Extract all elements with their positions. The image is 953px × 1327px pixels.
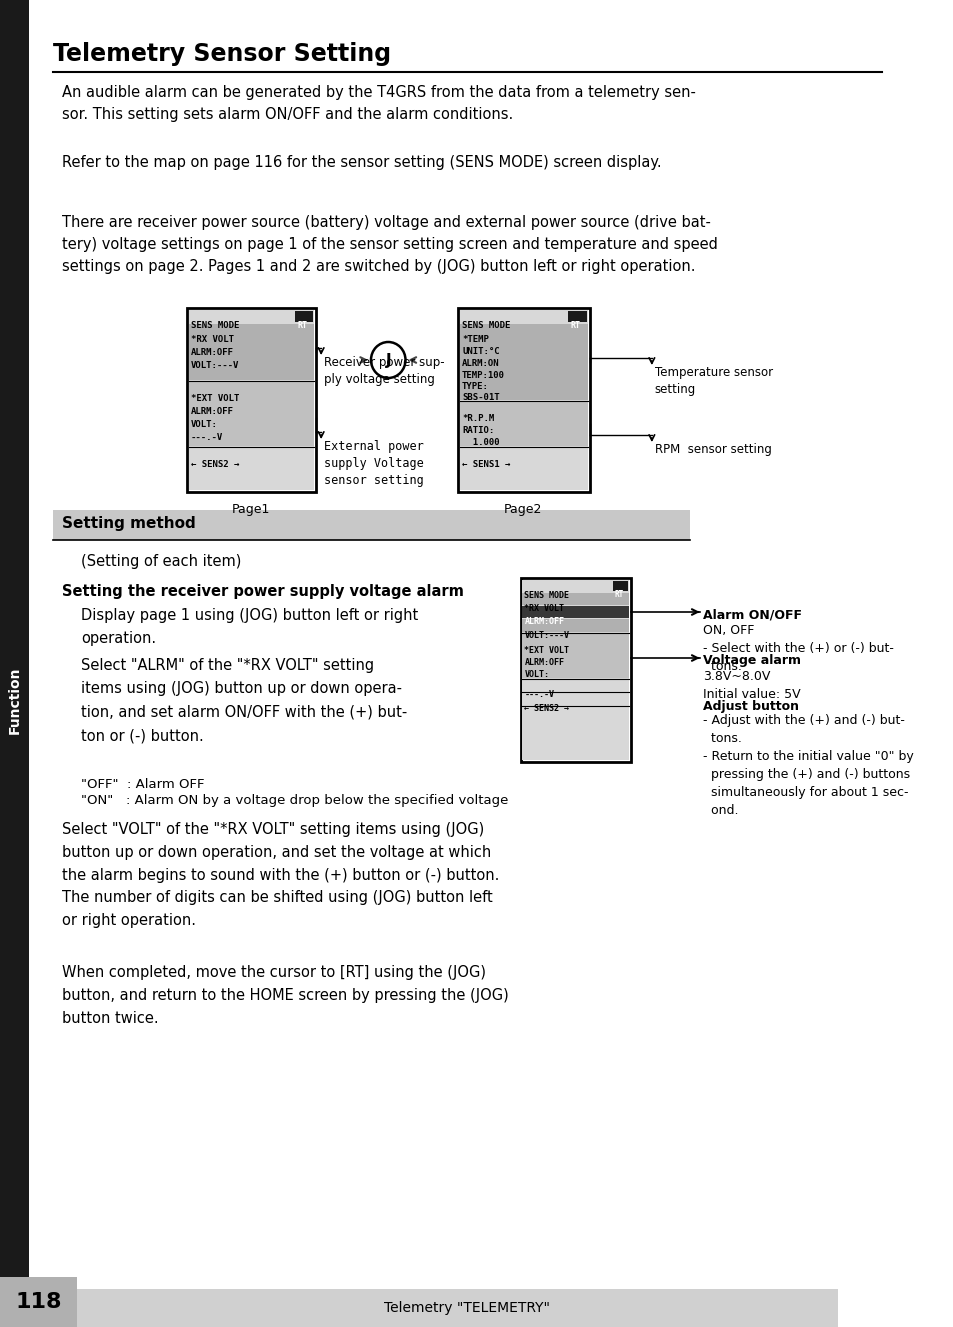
Text: ALRM:ON: ALRM:ON (461, 360, 499, 368)
Text: ON, OFF
- Select with the (+) or (-) but-
  tons.: ON, OFF - Select with the (+) or (-) but… (702, 624, 893, 673)
Text: *RX VOLT: *RX VOLT (524, 604, 564, 613)
Text: Display page 1 using (JOG) button left or right
operation.: Display page 1 using (JOG) button left o… (81, 608, 418, 646)
Text: RATIO:: RATIO: (461, 426, 494, 435)
Text: There are receiver power source (battery) voltage and external power source (dri: There are receiver power source (battery… (62, 215, 718, 275)
Bar (459, 402, 587, 446)
Text: ALRM:OFF: ALRM:OFF (524, 617, 564, 626)
Text: Receiver power sup-
ply voltage setting: Receiver power sup- ply voltage setting (324, 356, 444, 386)
Text: *R.P.M: *R.P.M (461, 414, 494, 423)
Text: VOLT:---V: VOLT:---V (191, 361, 239, 370)
Text: VOLT:: VOLT: (191, 421, 217, 429)
Text: - Adjust with the (+) and (-) but-
  tons.
- Return to the initial value "0" by
: - Adjust with the (+) and (-) but- tons.… (702, 714, 912, 817)
Text: Function: Function (8, 666, 21, 734)
Text: Voltage alarm: Voltage alarm (702, 654, 800, 667)
Text: When completed, move the cursor to [RT] using the (JOG)
button, and return to th: When completed, move the cursor to [RT] … (62, 965, 509, 1026)
Text: Alarm ON/OFF: Alarm ON/OFF (702, 608, 801, 621)
Text: TEMP:100: TEMP:100 (461, 372, 504, 380)
Text: J: J (385, 353, 391, 368)
Text: Temperature sensor
setting: Temperature sensor setting (654, 366, 772, 395)
Text: 3.8V~8.0V
Initial value: 5V: 3.8V~8.0V Initial value: 5V (702, 670, 800, 701)
Text: Telemetry Sensor Setting: Telemetry Sensor Setting (52, 42, 391, 66)
Bar (76, 1289, 837, 1327)
Text: ALRM:OFF: ALRM:OFF (524, 658, 564, 667)
Text: *EXT VOLT: *EXT VOLT (191, 394, 239, 403)
Text: "OFF"  : Alarm OFF: "OFF" : Alarm OFF (81, 778, 205, 791)
Text: ---.-V: ---.-V (191, 433, 223, 442)
Bar (522, 606, 628, 618)
Bar (52, 510, 689, 540)
Text: ← SENS2 →: ← SENS2 → (191, 460, 239, 468)
Text: Page2: Page2 (504, 503, 542, 516)
Bar (457, 308, 589, 492)
Text: RT: RT (570, 321, 579, 330)
Text: *EXT VOLT: *EXT VOLT (524, 646, 569, 656)
Text: SENS MODE: SENS MODE (191, 321, 239, 330)
Text: UNIT:°C: UNIT:°C (461, 346, 499, 356)
Text: (Setting of each item): (Setting of each item) (81, 553, 242, 569)
Text: Telemetry "TELEMETRY": Telemetry "TELEMETRY" (383, 1300, 549, 1315)
Bar (522, 580, 628, 760)
Text: ← SENS1 →: ← SENS1 → (461, 460, 510, 468)
Text: VOLT:---V: VOLT:---V (524, 632, 569, 640)
Text: "ON"   : Alarm ON by a voltage drop below the specified voltage: "ON" : Alarm ON by a voltage drop below … (81, 794, 508, 807)
Text: *RX VOLT: *RX VOLT (191, 334, 233, 344)
Text: External power
supply Voltage
sensor setting: External power supply Voltage sensor set… (324, 441, 423, 487)
Text: VOLT:: VOLT: (524, 670, 549, 679)
Text: Page1: Page1 (232, 503, 270, 516)
Bar (459, 311, 587, 490)
Text: An audible alarm can be generated by the T4GRS from the data from a telemetry se: An audible alarm can be generated by the… (62, 85, 696, 122)
Text: SBS-01T: SBS-01T (461, 393, 499, 402)
Text: RT: RT (614, 591, 623, 598)
Bar (568, 311, 586, 322)
Bar (0, 0, 29, 1327)
Text: 1.000: 1.000 (461, 438, 499, 447)
Bar (189, 382, 314, 446)
Text: SENS MODE: SENS MODE (461, 321, 510, 330)
Text: RPM  sensor setting: RPM sensor setting (654, 443, 771, 456)
Bar (522, 618, 628, 632)
Text: RT: RT (297, 321, 307, 330)
Text: ← SENS2 →: ← SENS2 → (524, 705, 569, 713)
Text: Refer to the map on page 116 for the sensor setting (SENS MODE) screen display.: Refer to the map on page 116 for the sen… (62, 155, 661, 170)
Bar (522, 593, 628, 605)
Text: *TEMP: *TEMP (461, 334, 489, 344)
Bar (522, 634, 628, 678)
Bar (189, 311, 314, 490)
Bar (0, 1277, 76, 1327)
Bar (189, 324, 314, 380)
Bar (520, 579, 630, 762)
Text: Adjust button: Adjust button (702, 701, 798, 713)
Text: TYPE:: TYPE: (461, 382, 489, 391)
Bar (459, 324, 587, 399)
Text: Select "VOLT" of the "*RX VOLT" setting items using (JOG)
button up or down oper: Select "VOLT" of the "*RX VOLT" setting … (62, 821, 499, 928)
Bar (294, 311, 314, 322)
Text: ALRM:OFF: ALRM:OFF (191, 348, 233, 357)
Text: Setting the receiver power supply voltage alarm: Setting the receiver power supply voltag… (62, 584, 464, 598)
Text: Setting method: Setting method (62, 516, 196, 531)
Text: ALRM:OFF: ALRM:OFF (191, 407, 233, 415)
Text: SENS MODE: SENS MODE (524, 591, 569, 600)
Bar (187, 308, 316, 492)
Text: 118: 118 (15, 1292, 62, 1312)
Text: Select "ALRM" of the "*RX VOLT" setting
items using (JOG) button up or down oper: Select "ALRM" of the "*RX VOLT" setting … (81, 658, 407, 743)
Text: ---.-V: ---.-V (524, 690, 554, 699)
Bar (612, 581, 627, 591)
